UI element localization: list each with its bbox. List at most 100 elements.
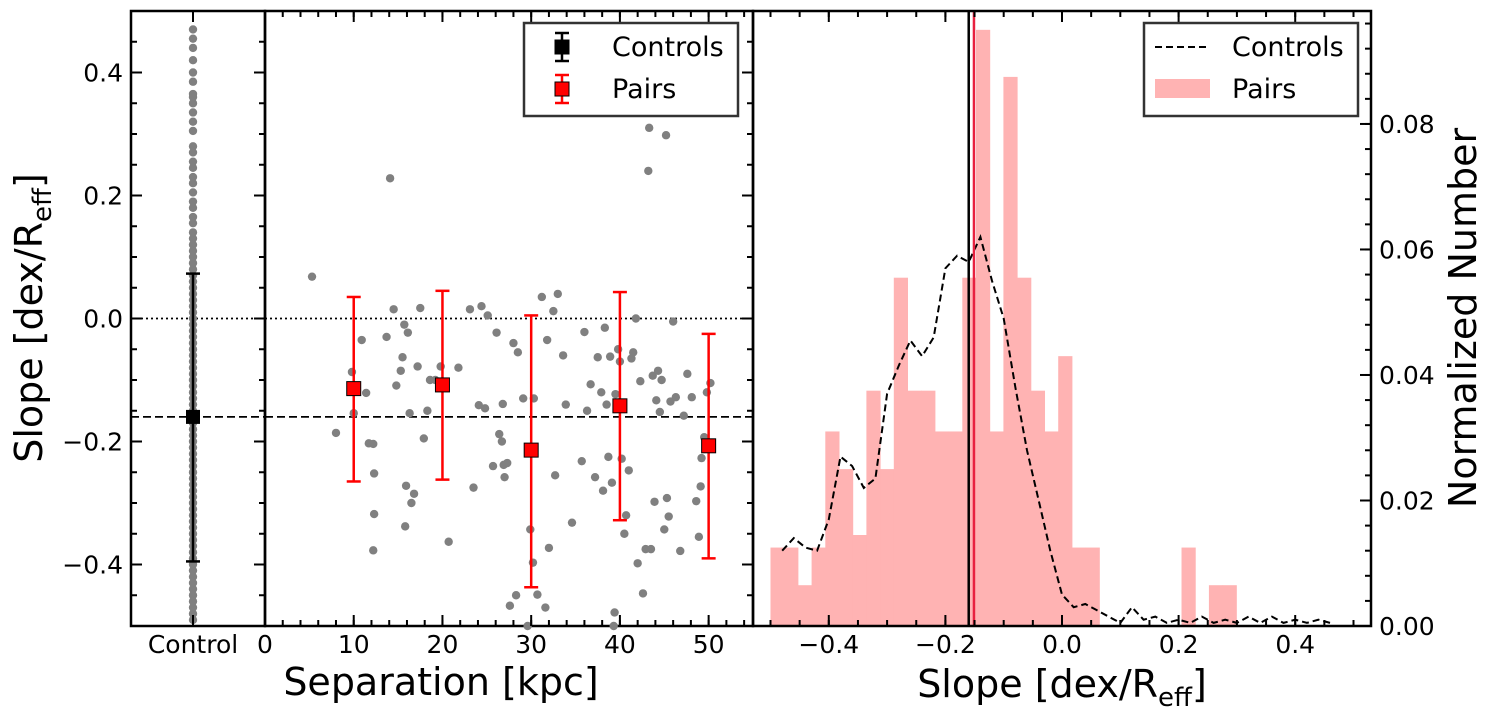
pairs-point (389, 305, 398, 314)
x-tick-label: 10 (338, 630, 370, 659)
pairs-point (611, 389, 620, 399)
histogram-bar (1017, 277, 1032, 626)
pairs-point (668, 317, 678, 326)
histogram-bar (1085, 547, 1100, 626)
histogram-bar (893, 277, 908, 626)
control-point (188, 572, 198, 581)
x-tick-label-control: Control (148, 630, 238, 659)
pairs-point (423, 406, 432, 415)
pairs-point (474, 401, 484, 410)
pairs-point (385, 174, 395, 183)
legend-hist-label-pairs: Pairs (1232, 74, 1296, 105)
control-point (188, 566, 198, 575)
pairs-point (621, 511, 631, 520)
pairs-point (662, 493, 672, 503)
pairs-point (400, 522, 410, 531)
pairs-point (369, 439, 378, 449)
pairs-point (483, 311, 492, 320)
pairs-point (500, 472, 509, 482)
pairs-point (392, 381, 401, 390)
histogram-bar (1058, 356, 1073, 626)
pairs-point (542, 335, 552, 345)
pairs-point (582, 406, 592, 415)
pairs-point (401, 481, 411, 490)
control-point (188, 603, 198, 612)
y-axis-label: Slope [dex/Reff] (7, 173, 58, 463)
pairs-point (509, 338, 518, 348)
pairs-point (553, 289, 562, 299)
pairs-point (550, 471, 560, 480)
hist-x-tick-label: −0.2 (915, 630, 976, 659)
pairs-point (610, 608, 619, 617)
control-point (188, 117, 198, 126)
pairs-point (655, 407, 665, 417)
histogram-bar (976, 29, 991, 626)
pairs-point (676, 546, 685, 556)
pairs-point (593, 353, 602, 362)
control-point (188, 77, 198, 86)
hist-y-tick-label: 0.02 (1379, 486, 1435, 515)
histogram-bar (1222, 585, 1237, 626)
pairs-point (692, 496, 701, 506)
pairs-point (590, 472, 600, 482)
histogram-bar (948, 431, 963, 626)
pairs-point (544, 543, 554, 553)
pairs-point (644, 123, 654, 133)
pairs-point (661, 131, 671, 140)
control-point (188, 591, 198, 600)
control-point (188, 92, 198, 102)
control-point (188, 578, 198, 588)
histogram-bar (866, 390, 881, 626)
pairs-point (671, 393, 681, 402)
control-point (188, 584, 198, 594)
control-point (188, 108, 198, 117)
hist-y-tick-label: 0.00 (1379, 612, 1435, 641)
hist-x-tick-label: 0.0 (1042, 630, 1082, 659)
pairs-point (620, 529, 629, 538)
histogram-bar (921, 390, 936, 626)
legend-label-pairs: Pairs (612, 74, 676, 105)
control-point (188, 126, 198, 136)
pairs-point (518, 394, 528, 403)
control-point (188, 56, 198, 65)
legend-box-hist (1142, 21, 1360, 118)
pairs-point (369, 546, 378, 555)
pairs-mean-marker (346, 381, 362, 397)
histogram-bar (770, 547, 785, 626)
pairs-point (503, 458, 512, 468)
pairs-point (644, 166, 653, 176)
control-point (188, 265, 198, 274)
control-panel: −0.4 −0.2 0.0 0.2 0.4 (62, 9, 267, 628)
histogram-bar (838, 469, 854, 626)
legend-patch-pairs (1155, 79, 1210, 98)
pairs-mean-marker (701, 438, 717, 454)
y-tick-label: 0.2 (83, 182, 123, 211)
x-axis-label-separation: Separation [kpc] (283, 660, 598, 704)
y-tick-label: 0.4 (83, 59, 123, 88)
pairs-point (694, 532, 704, 542)
y-tick-label: −0.4 (62, 551, 123, 580)
hist-y-tick-label: 0.08 (1379, 110, 1435, 139)
histogram-bar (825, 431, 840, 626)
hist-x-tick-label: 0.4 (1275, 630, 1315, 659)
x-tick-label: 30 (515, 630, 547, 659)
pairs-point (396, 366, 405, 375)
pairs-point (679, 411, 688, 420)
control-point (188, 172, 198, 182)
histogram-bar (934, 431, 950, 626)
pairs-point (419, 434, 429, 443)
legend-box (522, 21, 740, 118)
control-point (188, 43, 198, 53)
pairs-point (307, 272, 317, 281)
pairs-point (477, 302, 486, 311)
control-point (188, 218, 198, 228)
histogram-bar (784, 547, 799, 626)
x-axis-label-slope: Slope [dex/Reff] (917, 662, 1207, 713)
pairs-point (369, 509, 379, 519)
pairs-point (382, 332, 391, 342)
pairs-point (697, 453, 706, 463)
pairs-point (469, 483, 478, 492)
legend-marker-controls (554, 31, 570, 63)
